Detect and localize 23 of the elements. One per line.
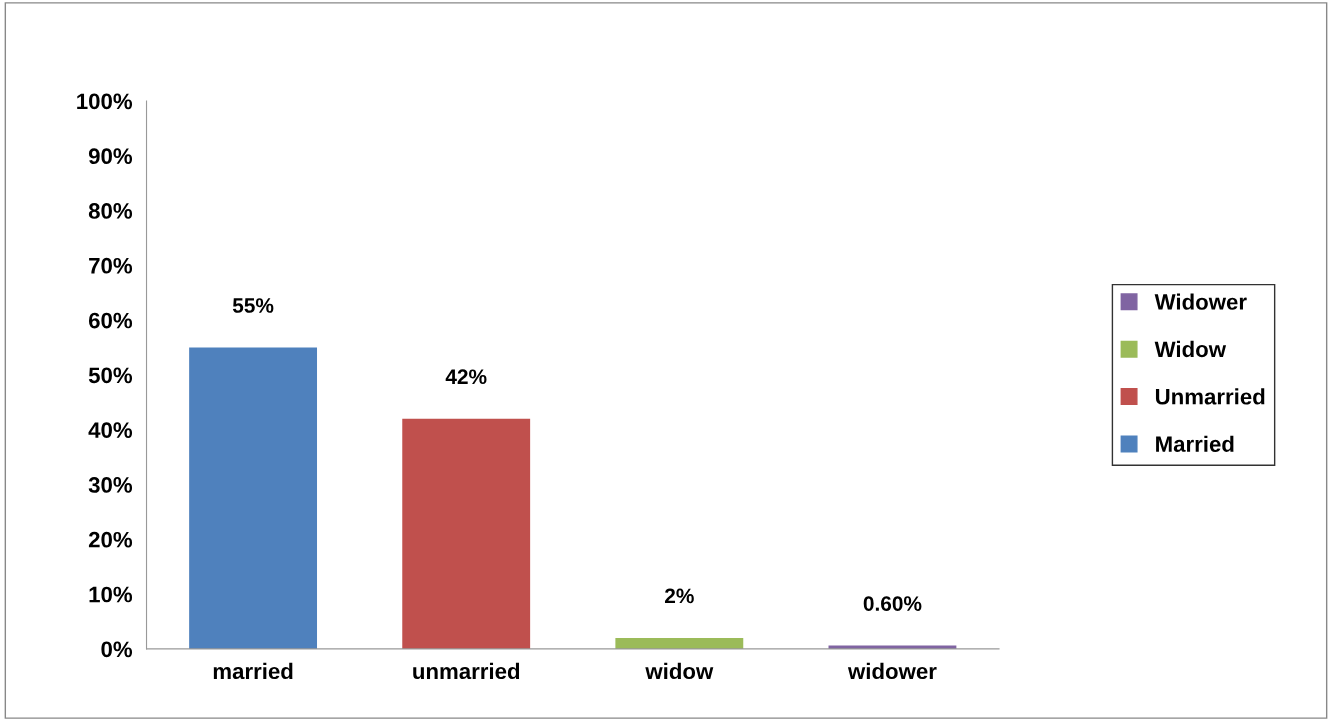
y-tick-label: 70% — [89, 257, 133, 274]
data-label: 55% — [232, 298, 274, 313]
y-tick-label: 0% — [101, 641, 133, 658]
legend-label: Widow — [1154, 340, 1227, 358]
legend-label: Unmarried — [1155, 388, 1265, 405]
data-label: 42% — [445, 369, 487, 385]
x-tick-label: widow — [645, 662, 714, 680]
y-tick-label: 90% — [88, 148, 133, 165]
data-label: 0.60% — [863, 596, 922, 611]
x-tick-label: widower — [847, 662, 937, 680]
y-tick-label: 80% — [88, 203, 133, 219]
y-tick-label: 40% — [88, 422, 133, 438]
legend-label: Married — [1156, 435, 1234, 452]
y-tick-label: 50% — [88, 367, 133, 384]
y-tick-label: 60% — [88, 312, 133, 329]
y-tick-label: 30% — [88, 477, 133, 493]
x-tick-label: married — [213, 662, 293, 680]
data-label: 2% — [664, 588, 694, 604]
y-tick-label: 20% — [88, 531, 133, 548]
x-tick-label: unmarried — [413, 662, 520, 680]
y-tick-label: 100% — [77, 93, 133, 110]
legend-label: Widower — [1154, 293, 1247, 310]
y-tick-label: 10% — [89, 586, 133, 603]
